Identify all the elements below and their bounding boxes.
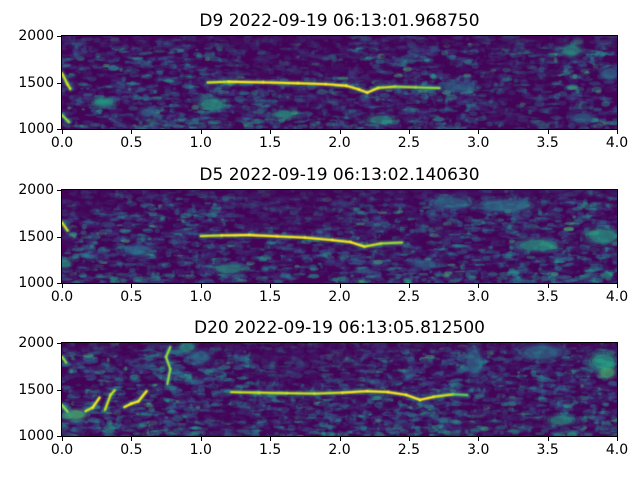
y-tick-label: 2000	[18, 182, 54, 198]
x-tick-mark	[62, 437, 63, 441]
x-tick-mark	[339, 284, 341, 288]
y-tick-mark	[57, 343, 61, 344]
x-tick-label: 3.5	[536, 442, 559, 458]
x-tick-label: 4.0	[605, 442, 629, 458]
x-tick-mark	[408, 130, 410, 134]
x-tick-mark	[478, 437, 480, 441]
x-tick-mark	[200, 284, 202, 288]
y-tick-label: 1000	[18, 428, 54, 444]
y-axis-tick-labels: 2000 1500 1000	[0, 182, 54, 291]
axes-title: D20 2022-09-19 06:13:05.812500	[194, 318, 485, 338]
x-tick-label: 1.0	[189, 442, 212, 458]
x-tick-label: 1.5	[258, 289, 282, 305]
x-tick-mark	[478, 130, 480, 134]
x-tick-label: 0.5	[120, 289, 143, 305]
y-tick-label: 1000	[18, 275, 54, 291]
x-tick-mark	[478, 284, 480, 288]
x-tick-label: 0.5	[120, 442, 143, 458]
x-tick-mark	[617, 130, 618, 134]
x-tick-label: 0.5	[120, 135, 143, 151]
x-tick-label: 2.0	[328, 289, 351, 305]
x-tick-mark	[62, 284, 63, 288]
x-axis-tick-labels: 0.0 0.5 1.0 1.5 2.0 2.5 3.0 3.5 4.0	[51, 442, 628, 459]
x-tick-label: 0.0	[50, 442, 74, 458]
x-tick-mark	[131, 130, 133, 134]
x-tick-label: 1.5	[258, 135, 282, 151]
y-tick-label: 1500	[18, 228, 54, 245]
y-tick-mark	[57, 82, 61, 84]
x-tick-label: 2.0	[328, 442, 351, 458]
spectrogram-plot	[61, 342, 618, 437]
y-axis-tick-labels: 2000 1500 1000	[0, 28, 54, 137]
x-tick-label: 0.0	[50, 289, 74, 305]
y-tick-label: 1500	[18, 74, 54, 91]
x-tick-mark	[131, 284, 133, 288]
y-tick-mark	[57, 283, 61, 284]
x-tick-label: 2.5	[397, 289, 421, 305]
x-tick-mark	[62, 130, 63, 134]
x-tick-mark	[270, 284, 272, 288]
x-tick-label: 3.0	[467, 135, 490, 151]
x-tick-label: 1.5	[258, 442, 282, 458]
y-tick-mark	[57, 190, 61, 191]
spectrogram-canvas	[62, 343, 617, 436]
x-tick-mark	[617, 437, 618, 441]
spectrogram-plot	[61, 35, 618, 130]
y-tick-label: 1000	[18, 121, 54, 137]
x-tick-mark	[547, 437, 549, 441]
x-tick-label: 1.0	[189, 289, 212, 305]
x-tick-mark	[131, 437, 133, 441]
x-tick-mark	[270, 130, 272, 134]
spectrogram-canvas	[62, 190, 617, 283]
x-tick-mark	[408, 437, 410, 441]
x-axis-tick-labels: 0.0 0.5 1.0 1.5 2.0 2.5 3.0 3.5 4.0	[51, 135, 628, 152]
x-tick-label: 3.5	[536, 289, 559, 305]
x-tick-mark	[408, 284, 410, 288]
x-tick-label: 0.0	[50, 135, 74, 151]
y-tick-mark	[57, 389, 61, 391]
x-tick-label: 2.0	[328, 135, 351, 151]
x-tick-label: 4.0	[605, 289, 629, 305]
x-tick-label: 3.5	[536, 135, 559, 151]
y-tick-mark	[57, 36, 61, 37]
y-tick-label: 1500	[18, 381, 54, 398]
x-tick-mark	[339, 130, 341, 134]
x-axis-tick-labels: 0.0 0.5 1.0 1.5 2.0 2.5 3.0 3.5 4.0	[51, 289, 628, 306]
x-tick-mark	[547, 284, 549, 288]
spectrogram-plot	[61, 189, 618, 284]
axes-title: D9 2022-09-19 06:13:01.968750	[199, 11, 480, 31]
x-tick-label: 2.5	[397, 442, 421, 458]
x-tick-mark	[339, 437, 341, 441]
axes-title: D5 2022-09-19 06:13:02.140630	[199, 165, 480, 185]
x-tick-mark	[617, 284, 618, 288]
y-tick-label: 2000	[18, 335, 54, 351]
x-tick-mark	[200, 437, 202, 441]
x-tick-mark	[547, 130, 549, 134]
x-tick-label: 1.0	[189, 135, 212, 151]
y-tick-mark	[57, 236, 61, 238]
x-tick-label: 2.5	[397, 135, 421, 151]
x-tick-mark	[200, 130, 202, 134]
x-tick-label: 3.0	[467, 442, 490, 458]
y-tick-label: 2000	[18, 28, 54, 44]
x-tick-label: 3.0	[467, 289, 490, 305]
y-tick-mark	[57, 436, 61, 437]
x-tick-mark	[270, 437, 272, 441]
x-tick-label: 4.0	[605, 135, 629, 151]
y-axis-tick-labels: 2000 1500 1000	[0, 335, 54, 444]
spectrogram-canvas	[62, 36, 617, 129]
y-tick-mark	[57, 129, 61, 130]
